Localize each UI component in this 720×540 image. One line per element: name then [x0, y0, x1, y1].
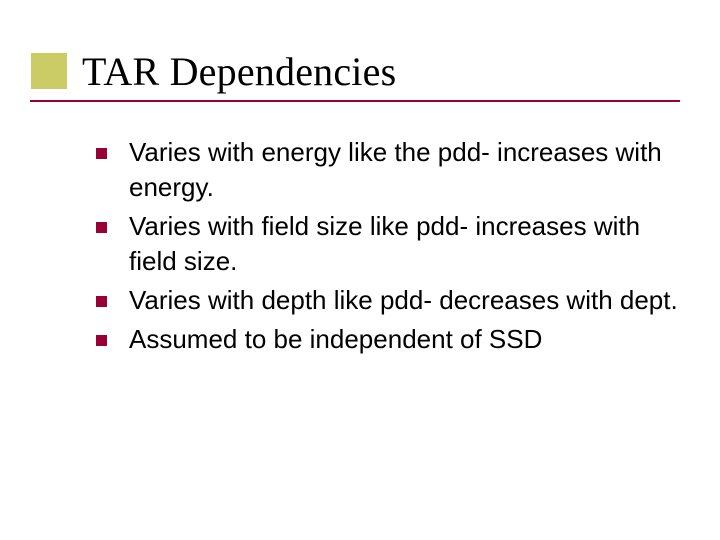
- bullet-list: Varies with energy like the pdd- increas…: [96, 135, 680, 362]
- bullet-icon: [96, 335, 107, 346]
- bullet-icon: [96, 222, 107, 233]
- list-item: Assumed to be independent of SSD: [96, 322, 680, 357]
- bullet-text: Varies with energy like the pdd- increas…: [129, 135, 680, 205]
- bullet-icon: [96, 296, 107, 307]
- bullet-text: Varies with field size like pdd- increas…: [129, 209, 680, 279]
- list-item: Varies with depth like pdd- decreases wi…: [96, 283, 680, 318]
- bullet-text: Assumed to be independent of SSD: [129, 322, 680, 357]
- list-item: Varies with field size like pdd- increas…: [96, 209, 680, 279]
- bullet-icon: [96, 148, 107, 159]
- title-accent-square: [30, 52, 68, 90]
- slide: TAR Dependencies Varies with energy like…: [0, 0, 720, 540]
- list-item: Varies with energy like the pdd- increas…: [96, 135, 680, 205]
- title-underline: [30, 100, 680, 102]
- bullet-text: Varies with depth like pdd- decreases wi…: [129, 283, 680, 318]
- slide-title: TAR Dependencies: [82, 48, 396, 95]
